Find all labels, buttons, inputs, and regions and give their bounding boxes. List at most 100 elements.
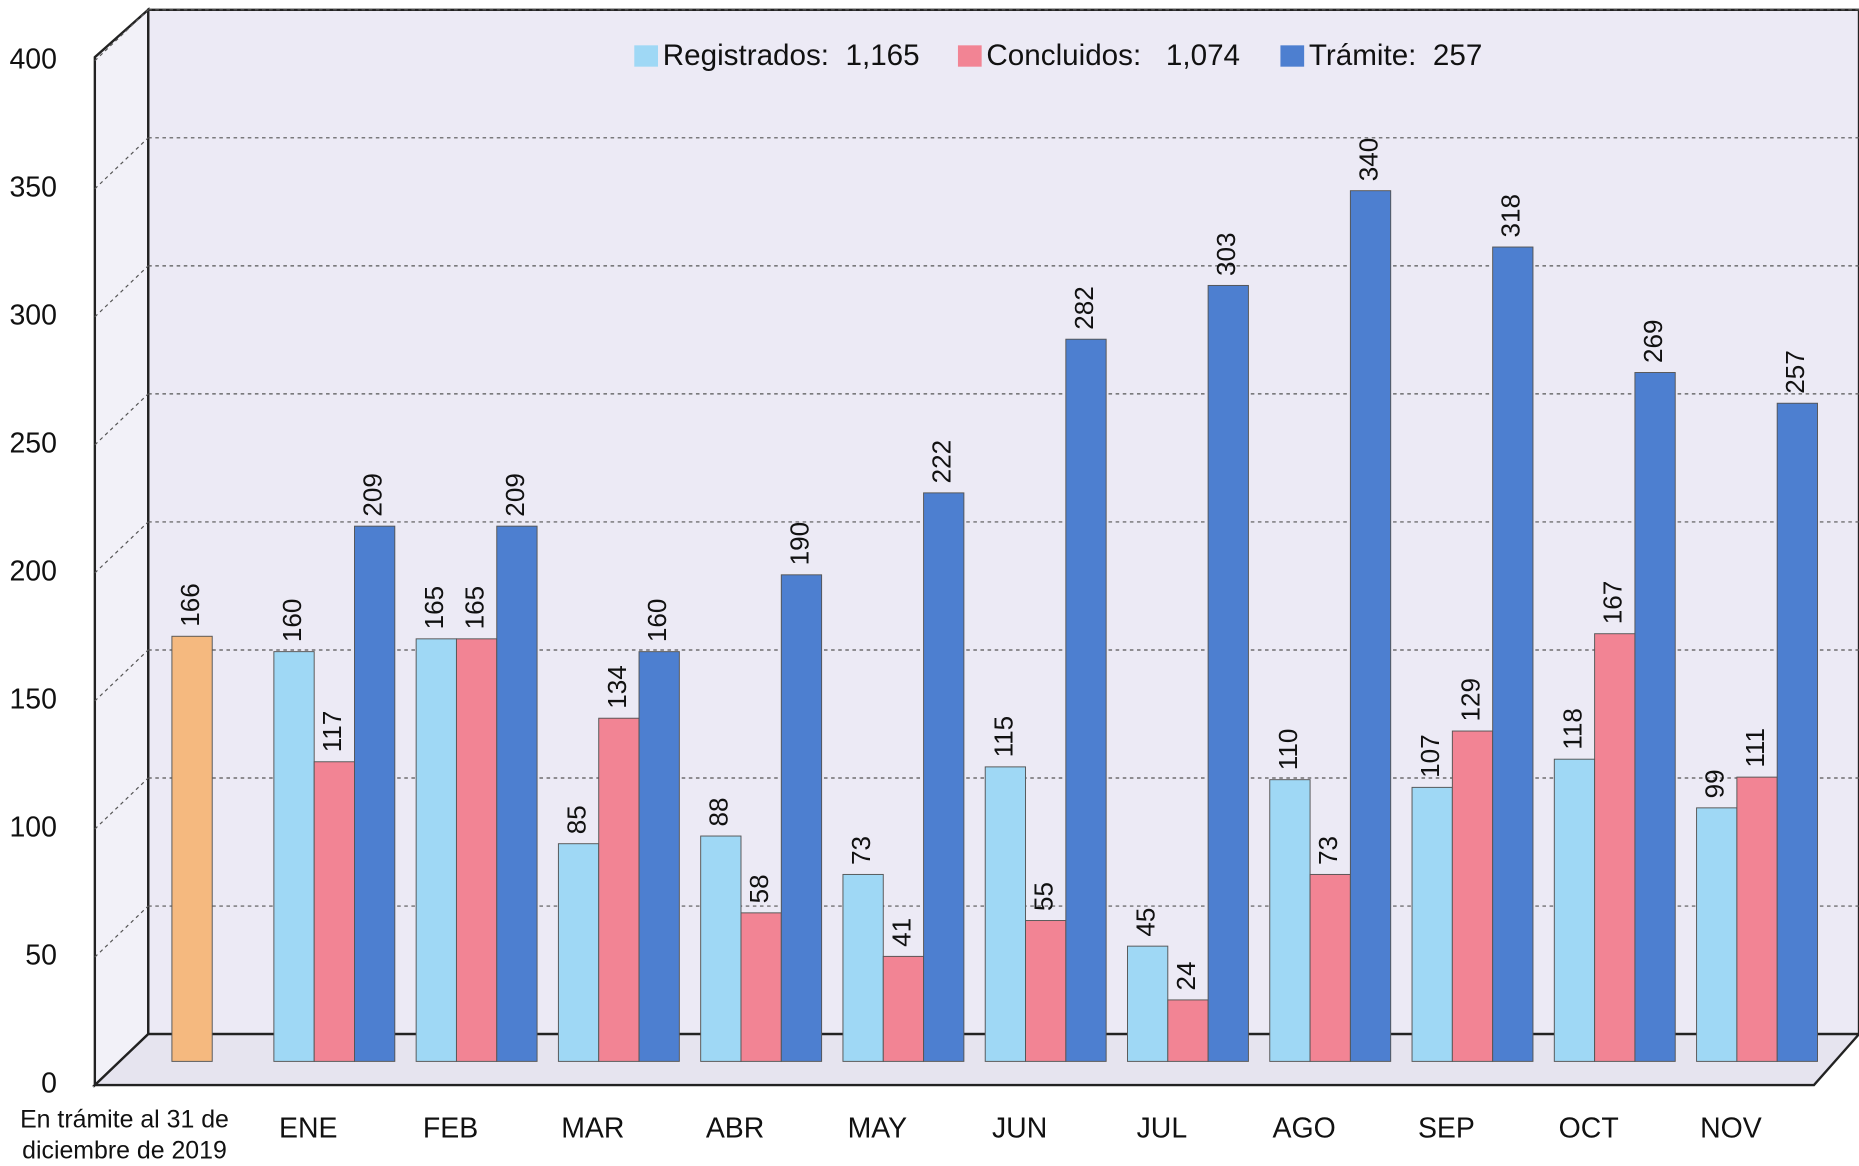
x-tick-label: FEB — [423, 1113, 478, 1145]
x-tick-label: ENE — [279, 1113, 337, 1145]
legend-swatch — [634, 45, 659, 67]
y-tick-label: 300 — [9, 299, 56, 331]
bar — [171, 635, 213, 1062]
y-tick-label: 350 — [9, 171, 56, 203]
bar — [598, 717, 640, 1062]
x-tick-label: JUN — [992, 1113, 1047, 1145]
bar — [1492, 246, 1534, 1062]
value-label: 166 — [175, 583, 205, 627]
legend-swatch — [957, 45, 982, 67]
grid-line — [94, 393, 149, 446]
x-tick-label: En trámite al 31 de diciembre de 2019 — [20, 1105, 229, 1164]
value-label: 190 — [784, 522, 814, 566]
value-label: 222 — [927, 440, 957, 484]
y-tick-label: 250 — [9, 427, 56, 459]
y-tick-label: 400 — [9, 43, 56, 75]
x-tick-label: MAY — [848, 1113, 908, 1145]
bar — [1127, 945, 1169, 1062]
value-label: 85 — [561, 805, 591, 834]
y-tick-label: 200 — [9, 555, 56, 587]
x-tick-label: OCT — [1559, 1113, 1619, 1145]
value-label: 115 — [988, 716, 1018, 758]
value-label: 209 — [500, 473, 530, 517]
bar — [1776, 402, 1818, 1062]
bar — [842, 873, 884, 1062]
bar — [1025, 920, 1067, 1062]
x-tick-label: JUL — [1137, 1113, 1188, 1145]
bar — [882, 955, 925, 1062]
bar — [1594, 633, 1636, 1062]
x-tick-label: ABR — [706, 1113, 764, 1145]
grid-line — [94, 777, 149, 830]
value-label: 167 — [1598, 581, 1628, 625]
value-label: 107 — [1415, 734, 1445, 778]
value-label: 165 — [419, 586, 449, 630]
bar — [1696, 807, 1738, 1062]
bar — [1309, 873, 1351, 1062]
bar — [700, 835, 742, 1062]
grid-line — [94, 9, 149, 62]
bar — [415, 638, 457, 1062]
bar — [273, 651, 315, 1062]
x-tick-label: AGO — [1273, 1113, 1336, 1145]
y-tick-label: 100 — [9, 812, 56, 844]
grid-line — [94, 905, 149, 958]
value-label: 73 — [1313, 836, 1343, 865]
bar — [455, 638, 498, 1062]
bar — [1269, 779, 1311, 1062]
value-label: 209 — [358, 473, 388, 517]
x-tick-label: SEP — [1418, 1113, 1475, 1145]
value-label: 41 — [886, 918, 916, 947]
value-label: 88 — [704, 798, 734, 827]
bar — [1451, 730, 1494, 1062]
bar — [354, 525, 396, 1062]
value-label: 129 — [1455, 678, 1485, 722]
value-label: 111 — [1740, 728, 1770, 768]
bar — [740, 912, 782, 1062]
grid-line — [94, 137, 149, 190]
bar — [984, 766, 1027, 1062]
bar — [496, 525, 538, 1062]
grid-line — [94, 265, 149, 318]
bar — [1634, 372, 1676, 1062]
value-label: 110 — [1273, 729, 1303, 771]
value-label: 303 — [1211, 232, 1241, 276]
value-label: 99 — [1700, 769, 1730, 798]
value-label: 73 — [846, 836, 876, 865]
value-label: 257 — [1780, 350, 1810, 394]
value-label: 58 — [744, 874, 774, 903]
value-label: 118 — [1557, 708, 1587, 750]
value-label: 160 — [277, 599, 307, 643]
bar — [1207, 284, 1249, 1062]
bar — [780, 574, 823, 1062]
grid-line — [94, 521, 149, 574]
value-label: 165 — [459, 586, 489, 630]
value-label: 45 — [1131, 908, 1161, 937]
bar — [557, 843, 600, 1062]
bar — [1065, 338, 1107, 1062]
y-tick-label: 150 — [9, 683, 56, 715]
x-tick-label: MAR — [561, 1113, 624, 1145]
legend-label: Registrados: 1,165 — [663, 39, 920, 72]
bar — [1411, 786, 1453, 1062]
value-label: 318 — [1496, 194, 1526, 238]
legend-swatch — [1280, 45, 1305, 67]
bar — [923, 492, 965, 1062]
x-tick-label: NOV — [1700, 1113, 1762, 1145]
bar — [1553, 758, 1596, 1062]
bar — [1167, 999, 1209, 1062]
y-tick-label: 50 — [25, 940, 57, 972]
grid-line — [94, 649, 149, 702]
y-tick-label: 0 — [41, 1068, 57, 1100]
value-label: 55 — [1029, 882, 1059, 911]
value-label: 134 — [602, 665, 632, 709]
value-label: 160 — [642, 599, 672, 643]
bar — [1349, 190, 1392, 1062]
bar — [313, 761, 355, 1062]
value-label: 282 — [1069, 286, 1099, 330]
bar — [638, 651, 680, 1062]
value-label: 117 — [317, 711, 347, 753]
legend-label: Trámite: 257 — [1309, 39, 1482, 72]
bar — [1736, 776, 1778, 1062]
